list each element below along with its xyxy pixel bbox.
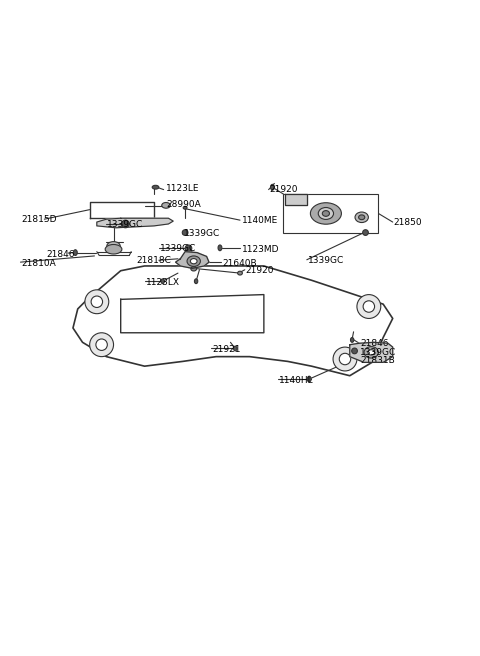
- Text: 21818C: 21818C: [136, 256, 171, 265]
- Circle shape: [352, 348, 358, 354]
- Ellipse shape: [105, 245, 122, 254]
- Ellipse shape: [73, 250, 77, 255]
- Text: 28990A: 28990A: [166, 200, 201, 209]
- Ellipse shape: [368, 350, 374, 355]
- Circle shape: [182, 230, 188, 236]
- Ellipse shape: [194, 279, 198, 283]
- Text: 21831B: 21831B: [360, 356, 395, 365]
- Ellipse shape: [238, 271, 242, 275]
- Ellipse shape: [191, 267, 197, 271]
- Text: 1123LX: 1123LX: [145, 277, 180, 287]
- Text: 1339GC: 1339GC: [108, 220, 144, 230]
- Circle shape: [363, 230, 368, 236]
- Ellipse shape: [162, 203, 170, 208]
- Polygon shape: [285, 194, 307, 205]
- Circle shape: [357, 295, 381, 318]
- Text: 21921: 21921: [212, 345, 241, 354]
- Circle shape: [96, 339, 108, 350]
- Ellipse shape: [161, 279, 164, 283]
- Polygon shape: [97, 218, 173, 228]
- Ellipse shape: [191, 258, 197, 264]
- Text: 1339GC: 1339GC: [184, 230, 220, 239]
- Polygon shape: [350, 342, 393, 362]
- Ellipse shape: [183, 206, 187, 209]
- Ellipse shape: [355, 212, 368, 222]
- Bar: [283, 194, 378, 233]
- Text: 1339GC: 1339GC: [360, 348, 396, 357]
- Ellipse shape: [364, 346, 378, 358]
- Ellipse shape: [359, 215, 365, 220]
- Ellipse shape: [234, 346, 237, 351]
- Text: 21640B: 21640B: [222, 258, 256, 268]
- Ellipse shape: [152, 185, 159, 189]
- Ellipse shape: [311, 203, 341, 224]
- Circle shape: [185, 245, 192, 252]
- Text: 1140HL: 1140HL: [279, 376, 314, 385]
- Circle shape: [85, 290, 109, 314]
- Circle shape: [91, 296, 103, 308]
- Text: 1123MD: 1123MD: [242, 245, 280, 254]
- Text: 1123LE: 1123LE: [166, 184, 200, 193]
- Polygon shape: [176, 252, 209, 268]
- Ellipse shape: [218, 245, 222, 251]
- Ellipse shape: [107, 241, 120, 250]
- Text: 21920: 21920: [270, 185, 298, 194]
- Text: 1339GC: 1339GC: [308, 256, 344, 265]
- Text: 21850: 21850: [394, 218, 422, 226]
- Text: 21815D: 21815D: [22, 215, 57, 224]
- Circle shape: [333, 347, 357, 371]
- Ellipse shape: [318, 207, 334, 219]
- Ellipse shape: [350, 338, 354, 342]
- Circle shape: [90, 333, 114, 357]
- Circle shape: [363, 301, 374, 312]
- Text: 1140ME: 1140ME: [242, 216, 278, 224]
- Ellipse shape: [307, 376, 311, 382]
- Ellipse shape: [271, 184, 275, 190]
- Circle shape: [339, 354, 351, 365]
- Text: 21810A: 21810A: [22, 259, 56, 268]
- Text: 1339GC: 1339GC: [160, 244, 196, 253]
- Ellipse shape: [187, 256, 200, 266]
- Text: 21846: 21846: [360, 338, 389, 348]
- Ellipse shape: [323, 211, 329, 216]
- Text: 21920: 21920: [246, 266, 274, 276]
- Text: 21846: 21846: [47, 249, 75, 258]
- Circle shape: [121, 220, 129, 228]
